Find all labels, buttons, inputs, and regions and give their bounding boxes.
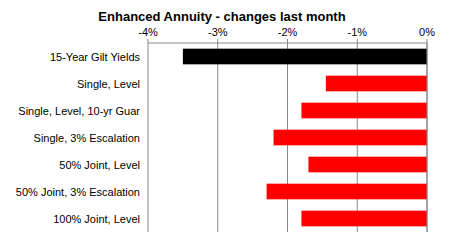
- bars: [183, 49, 427, 227]
- tick-label: 0%: [419, 26, 435, 38]
- tick-mark: [357, 39, 358, 43]
- chart-root: Enhanced Annuity - changes last month -4%…: [0, 0, 450, 241]
- bar: [308, 157, 427, 173]
- tick-mark: [287, 39, 288, 43]
- bar: [301, 103, 427, 119]
- tick-label: -1%: [347, 26, 367, 38]
- grid-line: [427, 43, 428, 232]
- category-label: 50% Joint, Level: [59, 159, 140, 171]
- category-label: Single, Level: [77, 78, 140, 90]
- bar: [183, 49, 427, 65]
- bar: [301, 211, 427, 227]
- bar: [267, 184, 427, 200]
- tick-label: -4%: [138, 26, 158, 38]
- category-label: Single, 3% Escalation: [34, 132, 140, 144]
- tick-mark: [148, 39, 149, 43]
- grid-line: [148, 43, 149, 232]
- zero-line: [427, 43, 428, 232]
- title: Enhanced Annuity - changes last month: [98, 9, 345, 24]
- tick-mark: [427, 39, 428, 43]
- chart: Enhanced Annuity - changes last month -4%…: [0, 0, 450, 241]
- tick-label: -3%: [208, 26, 228, 38]
- bar: [326, 76, 427, 92]
- category-label: 100% Joint, Level: [53, 213, 140, 225]
- category-label: 50% Joint, 3% Escalation: [16, 186, 140, 198]
- category-label: Single, Level, 10-yr Guar: [18, 105, 140, 117]
- bar: [274, 130, 427, 146]
- tick-label: -2%: [278, 26, 298, 38]
- grid-line: [217, 43, 218, 232]
- category-label: 15-Year Gilt Yields: [50, 51, 141, 63]
- tick-mark: [217, 39, 218, 43]
- x-axis: [148, 43, 427, 44]
